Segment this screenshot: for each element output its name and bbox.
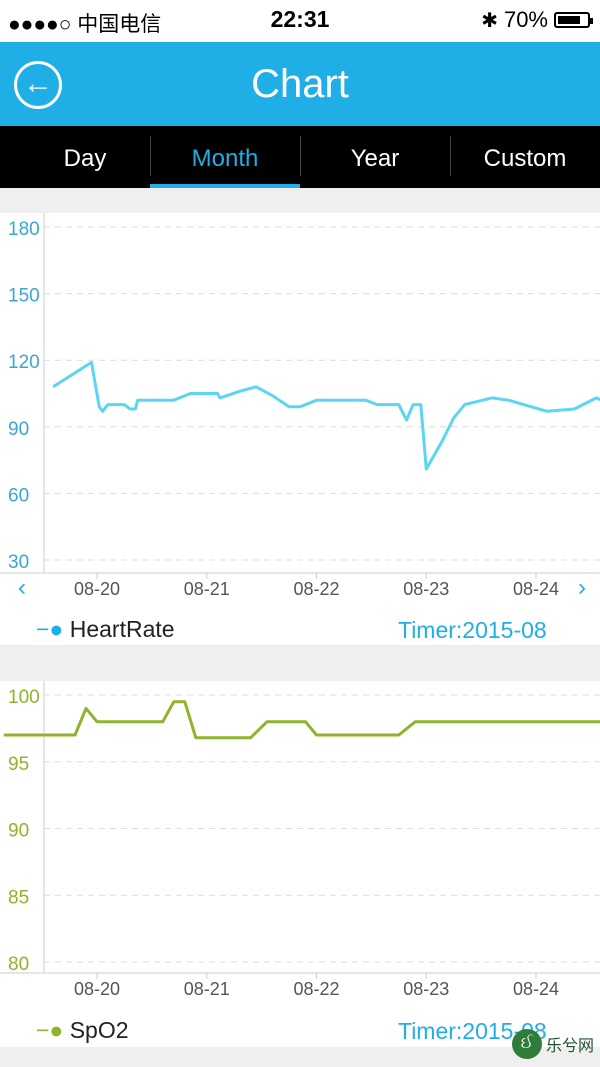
heart-rate-legend: −● HeartRate — [36, 616, 175, 643]
x-tick-label: 08-21 — [184, 579, 230, 599]
battery-percent: 70% — [503, 7, 548, 32]
y-tick-label: 85 — [8, 887, 29, 908]
x-tick-label: 08-24 — [513, 579, 559, 599]
tab-day[interactable]: Day — [63, 145, 107, 172]
arrow-left-icon: ← — [23, 67, 53, 100]
heart-rate-timer: Timer:2015-08 — [398, 617, 547, 643]
heart-rate-chart[interactable]: 180 150 120 90 60 30 08-20 08-21 08-22 08-23 08-24 — [0, 213, 600, 645]
heart-rate-legend-label: HeartRate — [69, 616, 175, 642]
y-tick-label: 90 — [8, 419, 29, 440]
y-tick-label: 180 — [8, 219, 40, 240]
y-tick-label: 150 — [8, 286, 40, 307]
y-tick-label: 100 — [8, 687, 40, 708]
tab-year[interactable]: Year — [350, 145, 400, 172]
tab-month[interactable]: Month — [150, 126, 300, 188]
spo2-legend-label: SpO2 — [69, 1017, 129, 1043]
status-right: ✱ 70% — [481, 7, 593, 33]
spo2-chart[interactable]: 100 95 90 85 80 08-20 08-21 08-22 08-23 08-24 — [0, 681, 600, 1047]
x-tick-label: 08-23 — [403, 979, 449, 999]
y-tick-label: 120 — [8, 352, 40, 373]
tab-custom[interactable]: Custom — [483, 145, 567, 172]
x-tick-label: 08-24 — [513, 979, 559, 999]
x-tick-label: 08-22 — [293, 579, 339, 599]
y-tick-label: 30 — [8, 552, 29, 573]
x-tick-label: 08-20 — [74, 979, 120, 999]
bluetooth-icon: ✱ — [481, 9, 498, 32]
next-period-button[interactable]: › — [578, 574, 586, 601]
series-line-spo2 — [3, 700, 600, 740]
y-tick-label: 80 — [8, 954, 29, 975]
watermark: ઈ 乐兮网 — [511, 1029, 594, 1059]
spo2-panel: 100 95 90 85 80 08-20 08-21 08-22 08-23 08-24 −● … — [0, 681, 600, 1047]
status-bar: ●●●●○ 中国电信 22:31 ✱ 70% — [0, 0, 600, 42]
y-tick-label: 60 — [8, 485, 29, 506]
x-tick-label: 08-22 — [293, 979, 339, 999]
legend-marker-icon: −● — [36, 1017, 64, 1043]
y-tick-label: 95 — [8, 754, 29, 775]
legend-marker-icon: −● — [36, 616, 64, 642]
series-line-heartrate — [52, 360, 600, 471]
x-tick-label: 08-20 — [74, 579, 120, 599]
heart-rate-panel: 180 150 120 90 60 30 08-20 08-21 08-22 08-23 08-24… — [0, 213, 600, 645]
x-tick-label: 08-21 — [184, 979, 230, 999]
x-tick-label: 08-23 — [403, 579, 449, 599]
watermark-text: 乐兮网 — [545, 1038, 594, 1055]
spo2-legend: −● SpO2 — [36, 1017, 129, 1044]
y-tick-label: 90 — [8, 821, 29, 842]
back-button[interactable]: ← — [14, 61, 62, 109]
app-header: ← Chart — [0, 42, 600, 126]
clock: 22:31 — [270, 6, 330, 32]
watermark-logo-icon: ઈ — [511, 1029, 542, 1059]
battery-icon — [554, 12, 593, 28]
prev-period-button[interactable]: ‹ — [18, 574, 26, 601]
carrier-signal: ●●●●○ 中国电信 — [8, 13, 162, 36]
page-title: Chart — [251, 62, 349, 106]
range-tabs: Day Month Year Custom — [0, 126, 600, 188]
